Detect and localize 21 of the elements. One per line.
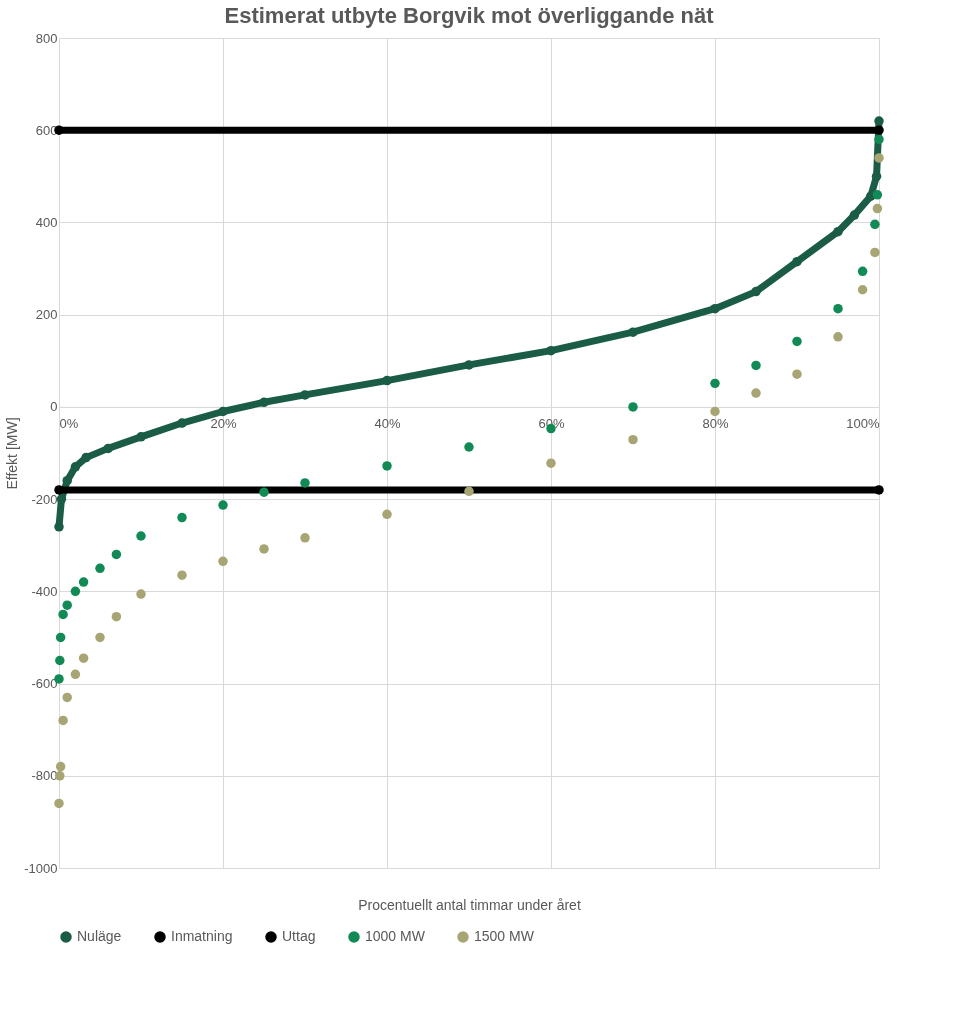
x-tick-label: 40% <box>374 416 401 432</box>
x-tick-label: 0% <box>59 416 79 432</box>
legend-label: Nuläge <box>77 928 122 944</box>
y-tick-label: 400 <box>35 214 58 230</box>
y-tick-label: 200 <box>35 307 58 323</box>
x-axis-title: Procentuellt antal timmar under året <box>358 896 581 913</box>
y-tick-label: 0 <box>50 399 58 415</box>
y-axis-title: Effekt [MW] <box>4 417 21 490</box>
y-tick-label: -200 <box>31 491 58 507</box>
y-tick-label: -1000 <box>24 860 58 876</box>
y-tick-label: -600 <box>31 676 58 692</box>
y-tick-label: 800 <box>35 30 58 46</box>
y-tick-label: -400 <box>31 583 58 599</box>
legend-label: Inmatning <box>171 928 233 944</box>
legend-label: 1000 MW <box>365 928 426 944</box>
x-tick-label: 20% <box>210 416 237 432</box>
legend-label: 1500 MW <box>474 928 535 944</box>
chart-title: Estimerat utbyte Borgvik mot överliggande nät <box>224 3 715 28</box>
legend-label: Uttag <box>282 928 316 944</box>
x-tick-label: 100% <box>846 416 880 432</box>
x-tick-label: 80% <box>702 416 729 432</box>
